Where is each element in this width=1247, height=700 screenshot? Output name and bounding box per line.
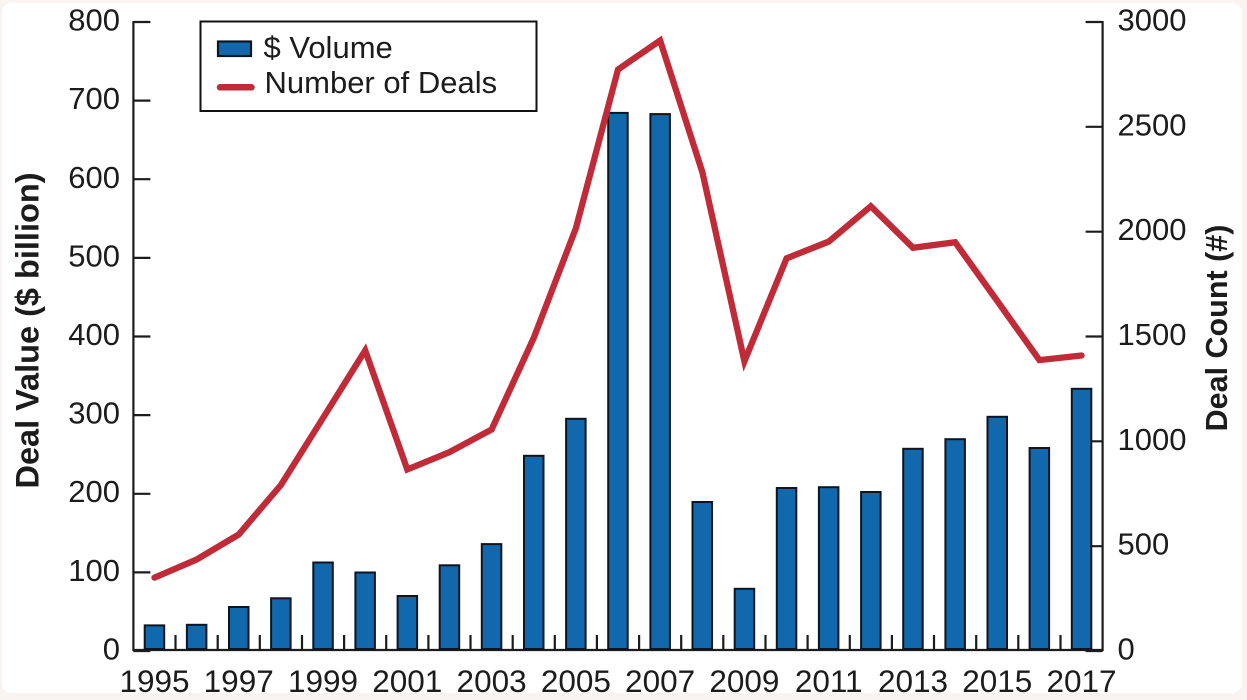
svg-text:2017: 2017 xyxy=(1046,663,1116,699)
svg-text:0: 0 xyxy=(103,632,120,667)
svg-text:1995: 1995 xyxy=(119,663,189,699)
svg-text:2000: 2000 xyxy=(1118,212,1187,247)
svg-text:400: 400 xyxy=(68,317,120,352)
svg-text:800: 800 xyxy=(68,3,120,38)
svg-text:700: 700 xyxy=(68,81,120,116)
svg-text:Number of Deals: Number of Deals xyxy=(265,65,498,100)
svg-text:2009: 2009 xyxy=(709,663,779,699)
svg-text:3000: 3000 xyxy=(1118,3,1187,38)
svg-text:2013: 2013 xyxy=(878,663,948,699)
svg-text:1997: 1997 xyxy=(204,663,274,699)
svg-text:500: 500 xyxy=(68,238,120,273)
svg-text:2003: 2003 xyxy=(457,663,527,699)
svg-text:1500: 1500 xyxy=(1118,317,1187,352)
svg-text:0: 0 xyxy=(1118,632,1135,667)
svg-text:600: 600 xyxy=(68,160,120,195)
svg-text:1000: 1000 xyxy=(1118,422,1187,457)
svg-text:100: 100 xyxy=(68,553,120,588)
svg-text:2500: 2500 xyxy=(1118,107,1187,142)
svg-text:$ Volume: $ Volume xyxy=(264,30,393,65)
svg-text:300: 300 xyxy=(68,396,120,431)
svg-text:1999: 1999 xyxy=(288,663,358,699)
svg-text:500: 500 xyxy=(1118,527,1170,562)
svg-text:Deal Count (#): Deal Count (#) xyxy=(1200,225,1234,432)
svg-text:2015: 2015 xyxy=(962,663,1032,699)
svg-text:2005: 2005 xyxy=(541,663,611,699)
svg-text:Deal Value ($ billion): Deal Value ($ billion) xyxy=(10,172,46,488)
svg-text:2007: 2007 xyxy=(625,663,695,699)
svg-text:200: 200 xyxy=(68,474,120,509)
svg-text:2001: 2001 xyxy=(372,663,442,699)
svg-text:2011: 2011 xyxy=(795,663,863,699)
